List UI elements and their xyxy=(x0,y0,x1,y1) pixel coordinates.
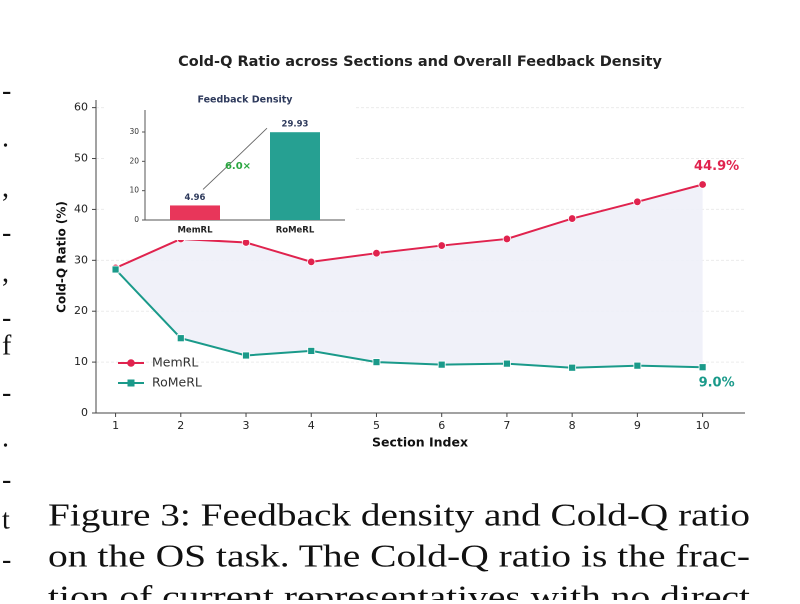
marker xyxy=(698,363,707,372)
y-tick-label: 0 xyxy=(134,215,139,224)
x-axis-label: Section Index xyxy=(372,435,468,450)
end-label: 9.0% xyxy=(699,376,735,391)
x-tick-label: 10 xyxy=(696,419,710,432)
y-tick-label: 60 xyxy=(74,101,88,114)
y-tick-label: 10 xyxy=(129,186,139,195)
marker xyxy=(633,197,642,206)
legend-marker xyxy=(127,379,135,387)
fill-between xyxy=(115,184,703,368)
series-line xyxy=(115,183,703,269)
marker xyxy=(567,214,577,223)
bar xyxy=(170,205,220,220)
marker xyxy=(633,361,642,370)
y-tick-label: 30 xyxy=(74,253,88,266)
bar-value-label: 4.96 xyxy=(185,193,206,203)
caption-line: Figure 3: Feedback density and Cold-Q ra… xyxy=(48,496,750,532)
y-tick-label: 20 xyxy=(129,156,139,165)
marker xyxy=(111,265,120,274)
legend-label: RoMeRL xyxy=(152,375,202,390)
x-tick-label: 5 xyxy=(373,419,380,432)
marker xyxy=(372,358,381,367)
margin-fragment: , xyxy=(2,257,9,288)
x-tick-label: 8 xyxy=(569,419,576,432)
marker xyxy=(503,359,511,368)
margin-fragment: f xyxy=(2,330,12,361)
marker xyxy=(437,241,446,250)
caption-line: tion of current representatives with no … xyxy=(48,578,750,600)
marker xyxy=(176,334,185,343)
y-tick-label: 10 xyxy=(74,355,88,368)
x-tick-label: 9 xyxy=(634,419,641,432)
ratio-annotation: 6.0× xyxy=(225,161,251,172)
margin-fragment: t xyxy=(2,504,10,535)
margin-fragment: - xyxy=(2,544,11,575)
y-axis-label: Cold-Q Ratio (%) xyxy=(55,201,69,313)
marker xyxy=(698,180,707,189)
margin-fragment: - xyxy=(2,302,11,333)
marker xyxy=(568,363,577,372)
x-tick-label: 2 xyxy=(177,419,184,432)
margin-fragment: - xyxy=(2,217,11,248)
x-tick-label: 6 xyxy=(438,419,445,432)
x-tick-label: 1 xyxy=(112,419,119,432)
marker xyxy=(307,347,316,355)
marker xyxy=(242,351,250,360)
bar-value-label: 29.93 xyxy=(282,120,309,130)
marker xyxy=(307,257,316,267)
inset-title: Feedback Density xyxy=(198,95,294,106)
y-tick-label: 50 xyxy=(74,152,88,165)
margin-fragment: . xyxy=(2,422,9,453)
x-tick-label: 3 xyxy=(243,419,250,432)
series-line xyxy=(114,268,703,369)
chart-title: Cold-Q Ratio across Sections and Overall… xyxy=(178,54,662,70)
legend-marker xyxy=(127,359,135,367)
marker xyxy=(502,234,512,244)
y-tick-label: 0 xyxy=(81,406,88,419)
margin-fragment: - xyxy=(2,464,11,495)
x-tick-label: MemRL xyxy=(177,226,213,236)
x-tick-label: 7 xyxy=(503,419,510,432)
margin-fragment: , xyxy=(2,172,9,203)
marker xyxy=(372,248,381,258)
y-tick-label: 20 xyxy=(74,304,88,317)
end-label: 44.9% xyxy=(694,159,739,174)
x-tick-label: 4 xyxy=(308,419,315,432)
margin-fragment: - xyxy=(2,75,11,106)
y-tick-label: 40 xyxy=(74,202,88,215)
ratio-arrow xyxy=(202,127,268,190)
legend-label: MemRL xyxy=(152,355,198,370)
marker xyxy=(437,360,446,369)
x-tick-label: RoMeRL xyxy=(276,226,315,236)
bar xyxy=(270,132,320,220)
caption-line: on the OS task. The Cold-Q ratio is the … xyxy=(48,537,750,573)
margin-fragment: . xyxy=(2,122,9,153)
y-tick-label: 30 xyxy=(129,127,139,136)
margin-fragment: - xyxy=(2,377,11,408)
